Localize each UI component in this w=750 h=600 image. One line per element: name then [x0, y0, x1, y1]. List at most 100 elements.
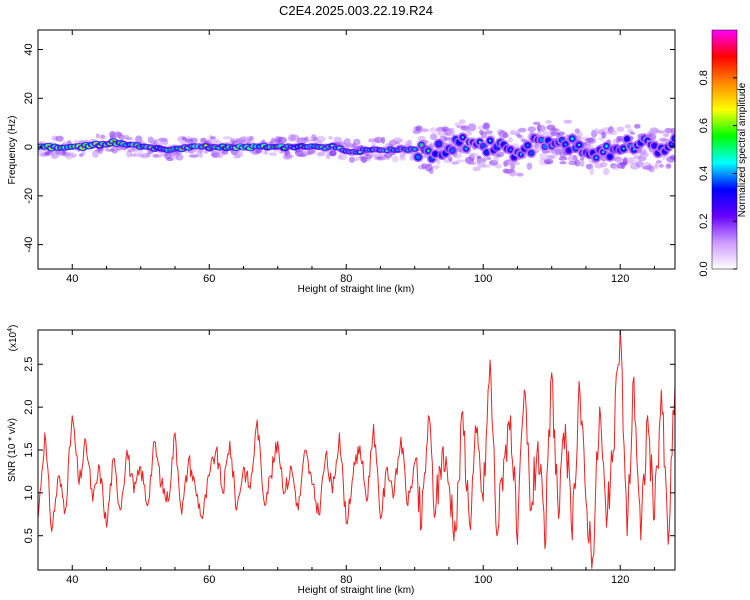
spectrogram-ridge-cell [436, 141, 441, 146]
spectrogram-halo-cell [635, 160, 644, 168]
spectrogram-halo-cell [509, 171, 517, 177]
spectrogram-halo-cell [486, 156, 492, 161]
spectrogram-halo-cell [147, 136, 154, 144]
spectrogram-halo-cell [189, 137, 198, 144]
spectrogram-marks [38, 119, 675, 177]
spectrogram-halo-cell [263, 150, 269, 155]
spectrogram-y-tick-label: -20 [23, 188, 35, 204]
spectrogram-halo-cell [175, 154, 184, 161]
spectrogram-ridge-cell [484, 150, 489, 155]
spectrogram-halo-cell [628, 157, 637, 164]
snr-y-tick-label: 1.0 [23, 485, 35, 500]
spectrogram-halo-cell [222, 136, 232, 140]
spectrogram-ridge-cell [461, 136, 464, 139]
spectrogram-halo-cell [594, 128, 599, 135]
spectrogram-halo-cell [239, 136, 249, 142]
spectrogram-ridge-cell [509, 148, 512, 151]
colorbar-tick-label: 0.0 [698, 261, 710, 276]
spectrogram-ridge-cell [564, 143, 567, 146]
spectrogram-y-tick-label: 0 [23, 144, 35, 150]
spectrogram-ridge-cell [529, 150, 534, 156]
spectrogram-x-tick-label: 120 [611, 273, 629, 285]
spectrogram-halo-cell [235, 150, 244, 158]
spectrogram-ridge-cell [542, 144, 548, 149]
spectrogram-halo-cell [547, 154, 555, 160]
spectrogram-ridge-cell [427, 149, 430, 153]
spectrogram-halo-cell [278, 136, 287, 144]
spectrogram-halo-cell [657, 130, 665, 134]
spectrogram-halo-cell [599, 161, 608, 168]
spectrogram-halo-cell [589, 167, 595, 176]
spectrogram-halo-cell [467, 161, 477, 165]
spectrogram-halo-cell [492, 157, 500, 163]
spectrogram-halo-cell [648, 165, 655, 173]
spectrogram-halo-cell [455, 159, 465, 163]
spectrogram-halo-cell [306, 148, 316, 155]
spectrogram-halo-cell [430, 133, 438, 141]
spectrogram-halo-cell [448, 156, 453, 162]
spectrogram-ridge-cell [624, 136, 630, 142]
snr-x-tick-label: 120 [611, 574, 629, 586]
spectrogram-halo-cell [209, 137, 217, 146]
spectrogram-halo-cell [329, 149, 337, 157]
spectrogram-halo-cell [563, 119, 573, 124]
spectrogram-halo-cell [381, 136, 386, 144]
spectrogram-halo-cell [518, 127, 527, 133]
spectrogram-ridge-cell [519, 153, 523, 156]
spectrogram-ridge-cell [566, 148, 571, 153]
spectrogram-halo-cell [285, 155, 294, 159]
spectrogram-halo-cell [579, 157, 585, 161]
spectrogram-halo-cell [353, 138, 361, 146]
spectrogram-halo-cell [545, 120, 552, 124]
spectrogram-ridge-cell [526, 144, 529, 147]
spectrogram-halo-cell [634, 123, 641, 129]
snr-marks [38, 330, 675, 569]
spectrogram-halo-cell [328, 135, 333, 140]
spectrogram-x-tick-label: 80 [340, 273, 352, 285]
spectrogram-halo-cell [368, 138, 375, 143]
spectrogram-halo-cell [436, 157, 441, 165]
spectrogram-ridge-cell [577, 143, 581, 147]
spectrogram-halo-cell [497, 151, 505, 158]
spectrogram-halo-cell [300, 151, 308, 157]
spectrogram-ridge-cell [450, 148, 455, 153]
spectrogram-y-tick-label: 40 [23, 43, 35, 55]
snr-x-tick-label: 100 [474, 574, 492, 586]
snr-x-tick-label: 60 [203, 574, 215, 586]
colorbar-ticks: 0.0 0.2 0.4 0.6 0.8 [698, 70, 737, 277]
spectrogram-halo-cell [494, 164, 502, 169]
colorbar-label: Normalized spectral amplitude [737, 82, 748, 217]
spectrogram-halo-cell [450, 127, 456, 135]
spectrogram-halo-cell [558, 156, 568, 161]
spectrogram-halo-cell [373, 136, 384, 144]
spectrogram-halo-cell [630, 131, 635, 135]
spectrogram-x-tick-label: 60 [203, 273, 215, 285]
spectrogram-halo-cell [472, 166, 481, 172]
spectrogram-halo-cell [417, 135, 426, 142]
spectrogram-halo-cell [517, 134, 523, 139]
snr-x-tick-label: 40 [66, 574, 78, 586]
spectrogram-halo-cell [71, 153, 77, 158]
spectrogram-halo-cell [484, 130, 493, 135]
spectrogram-halo-cell [503, 159, 513, 166]
spectrogram-halo-cell [391, 155, 399, 163]
snr-y-tick-label: 0.5 [23, 528, 35, 543]
spectrogram-halo-cell [644, 152, 650, 156]
spectrogram-halo-cell [616, 126, 625, 132]
snr-y-tick-label: 1.5 [23, 442, 35, 457]
spectrogram-halo-cell [407, 139, 413, 148]
spectrogram-ridge-cell [670, 143, 673, 146]
spectrogram-halo-cell [248, 139, 255, 144]
colorbar-tick-label: 0.2 [698, 214, 710, 229]
spectrogram-halo-cell [539, 152, 549, 161]
spectrogram-halo-cell [268, 152, 277, 156]
colorbar: 0.0 0.2 0.4 0.6 0.8 Normalized spectral ampl… [698, 29, 748, 277]
spectrogram-halo-cell [366, 158, 371, 162]
spectrogram-halo-cell [396, 138, 404, 144]
colorbar-tick-label: 0.4 [698, 166, 710, 181]
spectrogram-halo-cell [383, 153, 393, 159]
spectrogram-y-tick-label: -40 [23, 237, 35, 253]
spectrogram-halo-cell [316, 152, 326, 157]
chart-title: C2E4.2025.003.22.19.R24 [279, 3, 433, 18]
